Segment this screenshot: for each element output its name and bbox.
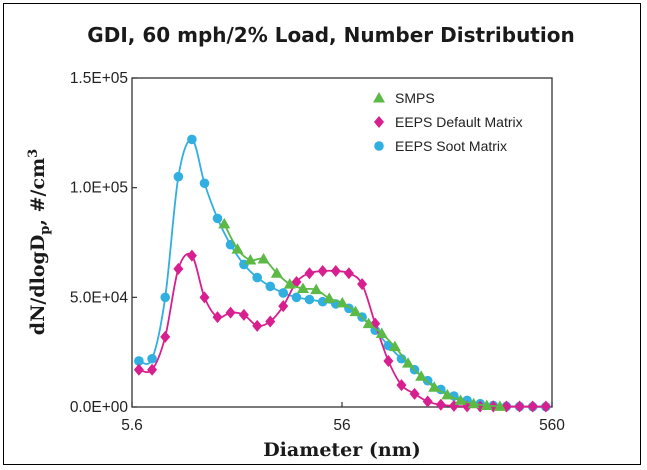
data-point-eeps-default-matrix xyxy=(173,262,184,275)
data-point-eeps-default-matrix xyxy=(265,315,276,328)
series-line-smps xyxy=(223,223,500,408)
x-tick-label: 56 xyxy=(333,417,350,434)
legend-marker xyxy=(374,141,384,151)
data-point-smps xyxy=(480,399,493,410)
data-point-smps xyxy=(493,400,506,411)
data-point-smps xyxy=(296,282,309,294)
data-point-eeps-default-matrix xyxy=(409,387,420,400)
data-point-smps xyxy=(415,370,428,381)
data-point-smps xyxy=(310,283,323,295)
data-point-eeps-default-matrix xyxy=(225,306,236,319)
axis-ticks: 0.0E+00 5.0E+04 1.0E+05 1.5E+05 5.6 56 560 xyxy=(70,70,565,434)
data-point-smps xyxy=(375,327,388,339)
data-point-eeps-default-matrix xyxy=(199,291,210,304)
data-point-eeps-default-matrix xyxy=(330,265,341,278)
chart-title: GDI, 60 mph/2% Load, Number Distribution xyxy=(87,23,574,47)
series-line-eeps-soot-matrix xyxy=(138,138,546,408)
data-point-smps xyxy=(283,278,296,289)
data-point-smps xyxy=(336,296,349,308)
data-point-smps xyxy=(270,267,283,278)
series-eeps-soot-matrix xyxy=(134,134,551,412)
x-tick-label: 560 xyxy=(539,417,565,434)
series-eeps-default-matrix xyxy=(133,249,551,413)
data-point-eeps-default-matrix xyxy=(212,311,223,324)
chart: GDI, 60 mph/2% Load, Number Distribution… xyxy=(26,23,575,461)
legend-label: EEPS Soot Matrix xyxy=(395,138,507,154)
data-point-eeps-soot-matrix xyxy=(252,272,263,283)
data-point-smps xyxy=(244,254,257,265)
data-point-eeps-default-matrix xyxy=(343,267,354,280)
data-point-eeps-soot-matrix xyxy=(160,292,171,303)
data-point-eeps-soot-matrix xyxy=(147,353,157,364)
legend-label: SMPS xyxy=(395,90,435,106)
data-point-eeps-default-matrix xyxy=(278,300,289,313)
data-point-smps xyxy=(402,357,415,368)
data-point-eeps-soot-matrix xyxy=(199,178,210,189)
y-tick-label: 1.5E+05 xyxy=(70,70,128,87)
data-point-smps xyxy=(349,305,362,317)
data-point-eeps-default-matrix xyxy=(357,278,368,291)
legend-label: EEPS Default Matrix xyxy=(395,114,523,130)
y-axis-label-main: dN/dlogD xyxy=(27,235,49,336)
data-point-eeps-default-matrix xyxy=(435,398,446,411)
data-point-eeps-soot-matrix xyxy=(396,353,407,364)
data-point-eeps-default-matrix xyxy=(383,354,394,367)
y-axis-label-unit: , #/cm xyxy=(27,158,49,226)
data-point-eeps-default-matrix xyxy=(527,400,538,413)
data-point-smps xyxy=(388,340,401,352)
data-point-smps xyxy=(467,397,480,409)
data-point-eeps-default-matrix xyxy=(304,267,315,280)
data-point-smps xyxy=(218,217,231,229)
data-point-eeps-soot-matrix xyxy=(187,134,197,145)
data-point-eeps-soot-matrix xyxy=(304,294,315,305)
y-tick-label: 5.0E+04 xyxy=(70,289,129,306)
data-point-eeps-default-matrix xyxy=(291,275,302,288)
x-tick-label: 5.6 xyxy=(121,417,143,434)
legend-item: EEPS Soot Matrix xyxy=(374,138,507,154)
legend-marker xyxy=(374,116,384,128)
data-point-eeps-default-matrix xyxy=(422,395,433,408)
data-point-smps xyxy=(441,388,454,400)
x-axis-label: Diameter (nm) xyxy=(263,439,421,461)
data-point-eeps-default-matrix xyxy=(160,330,171,343)
data-point-eeps-default-matrix xyxy=(252,319,263,332)
data-point-smps xyxy=(231,243,244,254)
data-point-eeps-default-matrix xyxy=(147,363,158,376)
data-point-eeps-soot-matrix xyxy=(278,288,289,298)
data-point-eeps-default-matrix xyxy=(514,400,525,413)
data-point-eeps-soot-matrix xyxy=(291,292,302,303)
series-line-eeps-default-matrix xyxy=(138,252,546,408)
y-axis-label-superscript: 3 xyxy=(26,149,41,158)
legend-item: SMPS xyxy=(373,90,435,106)
data-point-eeps-soot-matrix xyxy=(265,281,276,292)
data-point-smps xyxy=(362,317,375,329)
series-smps xyxy=(218,217,506,411)
data-point-eeps-default-matrix xyxy=(238,308,249,321)
data-point-smps xyxy=(257,252,270,264)
data-point-eeps-default-matrix xyxy=(186,249,197,262)
y-tick-label: 0.0E+00 xyxy=(70,399,129,416)
data-point-eeps-default-matrix xyxy=(133,363,144,376)
data-point-smps xyxy=(428,381,441,392)
chart-frame: GDI, 60 mph/2% Load, Number Distribution… xyxy=(3,3,641,465)
y-axis-label-subscript: p xyxy=(38,226,53,235)
data-point-eeps-soot-matrix xyxy=(134,356,144,366)
data-point-smps xyxy=(454,394,467,405)
series-layer xyxy=(133,134,551,413)
y-axis-label: dN/dlogDp, #/cm3 xyxy=(26,149,53,335)
data-point-smps xyxy=(323,292,336,303)
data-point-eeps-soot-matrix xyxy=(173,171,184,182)
data-point-eeps-default-matrix xyxy=(317,265,328,278)
legend: SMPS EEPS Default Matrix EEPS Soot Matrix xyxy=(373,90,523,154)
data-point-eeps-soot-matrix xyxy=(212,213,223,224)
legend-item: EEPS Default Matrix xyxy=(374,114,523,130)
data-point-eeps-default-matrix xyxy=(540,400,551,413)
y-tick-label: 1.0E+05 xyxy=(70,180,128,197)
data-point-eeps-soot-matrix xyxy=(317,296,328,307)
data-point-eeps-default-matrix xyxy=(396,379,407,392)
legend-marker xyxy=(373,92,385,103)
